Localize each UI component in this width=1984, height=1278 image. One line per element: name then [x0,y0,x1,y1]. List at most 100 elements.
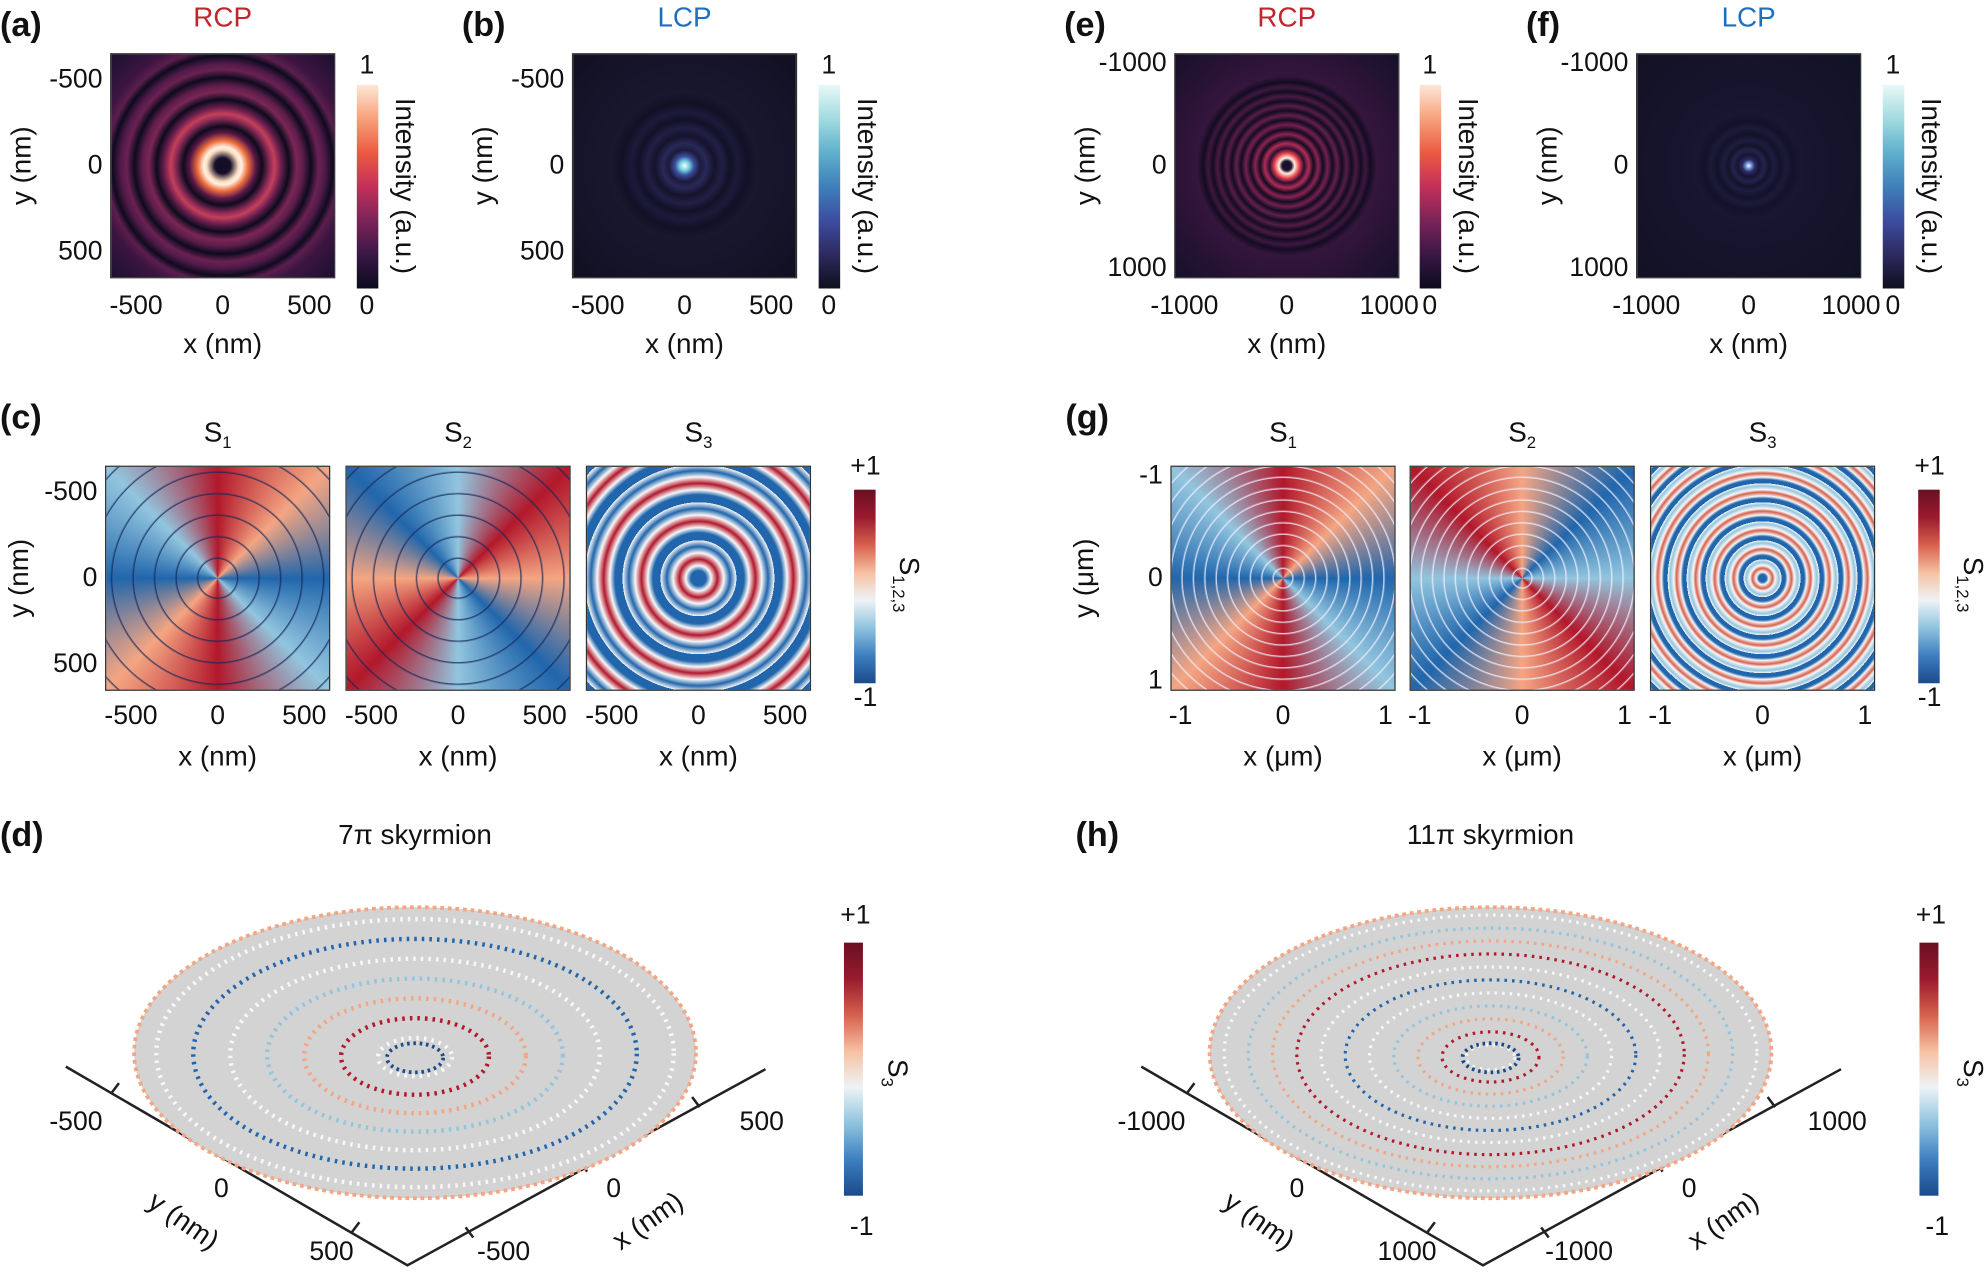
y-axis-label: y (nm) [466,126,499,206]
stokes-title-1: S1 [204,416,232,452]
x-tick-label: 0 [677,291,692,321]
stokes-symbol: S [684,416,704,448]
x-tick-label: 0 [215,291,231,321]
panel-title-e: RCP [1257,1,1317,33]
axis-tick [464,1226,475,1239]
axis-tick [1766,1096,1777,1108]
y-axis-label: y (μm) [1067,538,1100,618]
skyrmion-disk [132,905,698,1201]
y-tick-label: -1000 [1560,48,1629,78]
y-axis-label: y (nm) [2,538,35,618]
x-tick-label: 1000 [1821,291,1881,321]
x-axis-label: x (nm) [1709,327,1789,360]
x-tick-label: 0 [210,700,226,731]
x-axis-label: x (μm) [1243,740,1323,772]
axis-tick [110,1082,120,1094]
axis-tick [691,1096,701,1108]
stokes-map-s3 [1649,465,1876,691]
stokes-map-s2 [345,465,571,691]
stokes-index: 2 [1526,432,1537,452]
stokes-index: 3 [1767,432,1777,452]
y-axis-label: y (nm) [1069,126,1101,206]
colorbar-min-label: 0 [1422,291,1438,321]
y-tick-label: 0 [1148,563,1163,593]
colorbar-title: S1,2,3 [1953,557,1984,613]
colorbar-max-label: +1 [840,900,871,930]
x-tick-label: -1000 [1612,291,1681,321]
x-tick-label: 0 [450,700,466,731]
stokes-map-s1 [105,465,331,691]
x-tick-label: 500 [762,700,808,731]
colorbar-index: 3 [877,1077,897,1087]
y-tick-label: 0 [1151,150,1167,180]
skyrmion-ring [1416,1017,1565,1096]
y-tick-label: -500 [511,63,565,94]
axis-tick [1540,1226,1550,1239]
colorbar-min-label: 0 [359,291,375,321]
stokes-index: 2 [462,432,472,452]
colorbar-index: 1,2,3 [1953,575,1973,613]
stokes-symbol: S [203,416,223,448]
colorbar-title: Intensity (a.u.) [389,97,422,275]
colorbar-title: S3 [878,1059,914,1087]
stokes-map-s1 [1170,465,1396,691]
colorbar-min-label: 0 [821,291,837,321]
stokes-map-s2 [1409,465,1635,691]
axis-tick [1185,1082,1196,1094]
x-tick-label: 0 [606,1174,622,1204]
axis-tick [350,1221,361,1234]
x-tick-label: 0 [1279,291,1295,321]
stokes-index: 1 [1287,432,1297,452]
x-tick-label: 1000 [1359,291,1419,321]
skyrmion-3d-plot [65,905,767,1267]
intensity-map-e [1174,53,1400,279]
skyrmion-disk [1207,905,1774,1201]
x-tick-label: -1 [1168,700,1193,731]
x-axis-label: x (nm) [183,327,263,360]
colorbar-min-label: -1 [1917,683,1942,713]
colorbar-min-label: -1 [849,1212,874,1242]
x-tick-label: -500 [585,700,639,731]
y-tick-label: 500 [309,1237,354,1267]
y-tick-label: 500 [53,649,98,679]
colorbar-title: Intensity (a.u.) [1452,97,1485,275]
colorbar-max-label: 1 [359,50,375,80]
y-tick-label: 1000 [1569,252,1629,283]
y-tick-label: 500 [519,237,565,267]
colorbar-title: Intensity (a.u.) [1915,97,1948,275]
x-tick-label: -500 [571,291,625,321]
y-tick-label: 0 [1613,150,1629,180]
colorbar-title: Intensity (a.u.) [851,97,884,275]
stokes-map-s3 [585,465,812,691]
skyrmion-ring [1319,965,1662,1145]
x-tick-label: 500 [287,291,332,321]
colorbar-title: S1,2,3 [889,557,925,613]
colorbar-title: S3 [1953,1059,1984,1087]
x-tick-label: 500 [739,1107,784,1137]
colorbar-max-label: +1 [850,451,881,481]
skyrmion-ring [1222,913,1759,1193]
panel-label-g: (g) [1065,397,1110,436]
y-tick-label: 1 [1148,665,1163,695]
x-tick-label: -1 [1648,700,1672,731]
panel-title-d: 7π skyrmion [338,818,492,851]
panel-label-c: (c) [0,397,42,436]
y-tick-label: -500 [44,476,98,506]
skyrmion-ring [264,976,566,1134]
skyrmion-ring [338,1015,492,1097]
x-tick-label: 1000 [1807,1107,1867,1137]
y-tick-label: -1000 [1098,48,1167,78]
axis-tick [1426,1221,1436,1234]
colorbar-symbol: S [882,1059,914,1078]
y-tick-label: 0 [1289,1174,1305,1204]
intensity-map-b [571,53,798,279]
x-tick-label: 1 [1857,700,1873,731]
skyrmion-ring [191,936,639,1171]
y-tick-label: 1000 [1377,1237,1437,1267]
y-tick-label: 0 [82,563,98,593]
panel-title-a: RCP [193,1,253,33]
colorbar-g [1918,489,1940,684]
y-tick-label: -1000 [1117,1107,1186,1137]
y-tick-label: -500 [49,63,103,94]
y-tick-label: 0 [214,1174,229,1204]
